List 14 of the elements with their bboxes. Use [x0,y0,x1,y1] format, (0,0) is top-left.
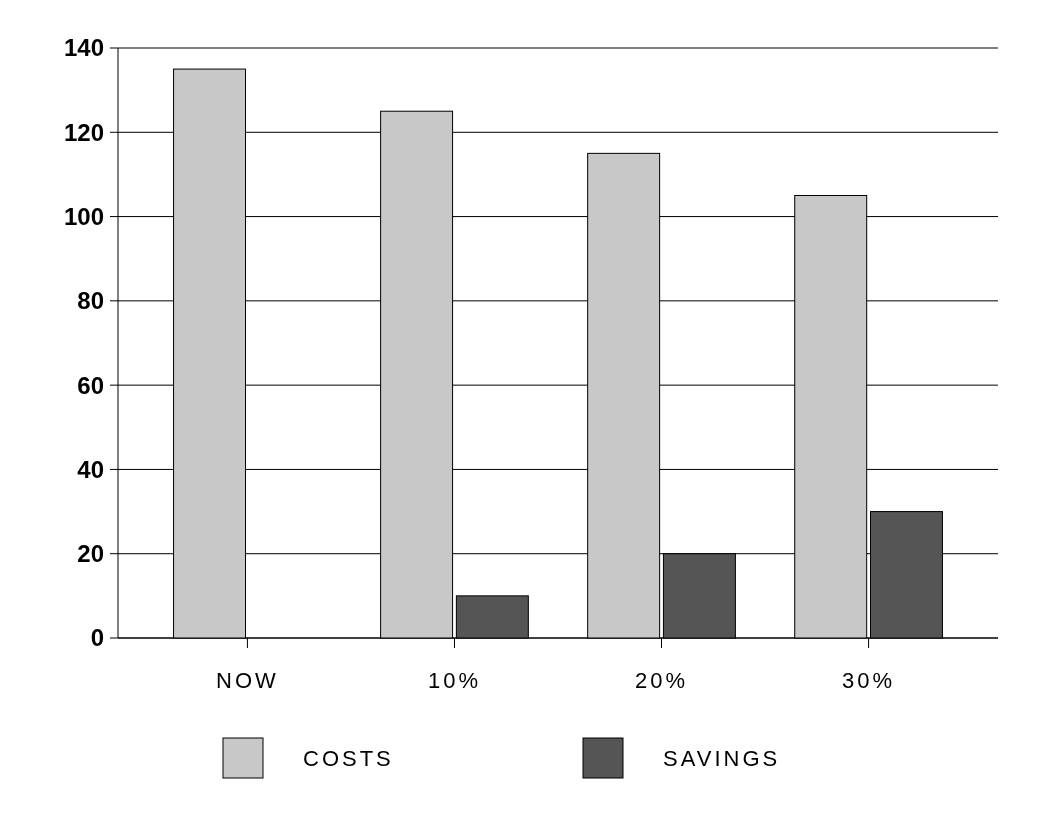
y-tick-label: 40 [77,455,104,483]
y-tick-label: 80 [77,287,104,315]
legend-label: COSTS [303,745,394,771]
legend-label: SAVINGS [663,745,781,771]
x-tick-label: NOW [216,668,279,693]
y-tick-label: 20 [77,540,104,568]
y-tick-label: 60 [77,371,104,399]
x-tick-label: 20% [635,668,689,693]
y-tick-label: 120 [63,118,104,146]
y-tick-label: 0 [90,624,104,652]
y-tick-label: 140 [63,34,104,62]
x-tick-label: 30% [842,668,896,693]
y-tick-label: 100 [63,202,104,230]
x-tick-label: 10% [427,668,481,693]
